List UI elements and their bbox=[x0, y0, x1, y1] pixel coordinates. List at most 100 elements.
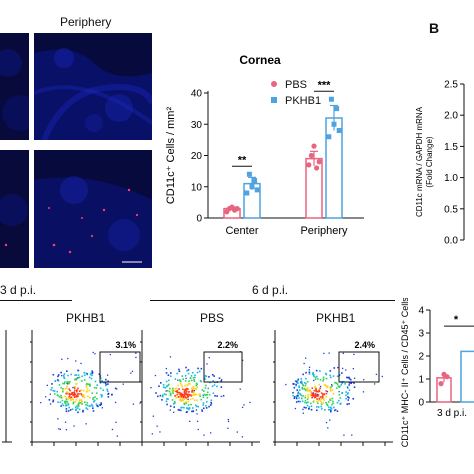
flow-event bbox=[167, 379, 170, 382]
flow-event bbox=[57, 394, 59, 397]
flow-event bbox=[331, 384, 333, 386]
flow-event bbox=[307, 393, 309, 396]
flow-event bbox=[116, 435, 118, 437]
flow-event bbox=[316, 395, 318, 397]
flow-event bbox=[329, 374, 331, 377]
flow-event bbox=[338, 399, 340, 402]
flow-event bbox=[293, 396, 296, 398]
flow-plot-6d-pkhb1: 2.4% bbox=[273, 330, 393, 446]
flow-event bbox=[312, 395, 314, 398]
data-point bbox=[334, 106, 340, 112]
flow-event bbox=[66, 370, 68, 372]
flow-event bbox=[313, 375, 315, 378]
flow-event bbox=[220, 379, 223, 381]
flow-event bbox=[78, 393, 80, 395]
flow-event bbox=[375, 373, 378, 376]
flow-event bbox=[178, 379, 181, 381]
flow-event bbox=[193, 380, 196, 382]
flow-event bbox=[73, 387, 76, 389]
flow-event bbox=[184, 392, 186, 395]
flow-event bbox=[305, 388, 308, 390]
data-point bbox=[326, 134, 332, 140]
flow-gate-percent: 2.2% bbox=[217, 340, 238, 350]
flow-event bbox=[239, 388, 241, 390]
flow-event bbox=[315, 389, 317, 392]
flow-event bbox=[193, 387, 196, 390]
flow-event bbox=[111, 393, 113, 396]
flow-event bbox=[318, 397, 321, 400]
flow-event bbox=[332, 400, 334, 403]
flow-event bbox=[187, 398, 189, 400]
flow-event bbox=[162, 383, 165, 386]
y-axis-label: CD11c⁺ MHC- II⁺ Cells / CD45⁺ Cells (%) bbox=[400, 298, 410, 447]
flow-event bbox=[353, 382, 355, 384]
flow-event bbox=[182, 395, 185, 398]
flow-event bbox=[83, 379, 86, 381]
flow-event bbox=[362, 391, 365, 393]
flow-event bbox=[181, 399, 183, 402]
flow-event bbox=[187, 383, 189, 386]
flow-event bbox=[317, 394, 320, 396]
flow-event bbox=[187, 396, 189, 398]
panel-b-y-label: (Fold Change) bbox=[425, 136, 434, 187]
flow-event bbox=[176, 391, 179, 394]
y-tick-label: 0 bbox=[418, 398, 424, 409]
flow-event bbox=[310, 390, 313, 393]
flow-event bbox=[326, 390, 329, 393]
flow-event bbox=[209, 404, 212, 406]
flow-event bbox=[189, 398, 192, 401]
flow-event bbox=[300, 380, 303, 383]
flow-event bbox=[197, 428, 199, 431]
y-tick-label: 1 bbox=[418, 375, 424, 386]
flow-event bbox=[192, 377, 195, 379]
flow-event bbox=[295, 384, 297, 387]
x-tick-label: Periphery bbox=[300, 225, 348, 237]
flow-event bbox=[185, 411, 188, 414]
flow-event bbox=[80, 402, 82, 404]
flow-event bbox=[66, 385, 69, 387]
flow-event bbox=[320, 405, 323, 408]
flow-event bbox=[213, 375, 216, 377]
flow-event bbox=[315, 369, 318, 372]
flow-event bbox=[172, 403, 175, 405]
flow-event bbox=[308, 389, 311, 392]
flow-event bbox=[331, 389, 334, 392]
flow-event bbox=[184, 384, 186, 387]
flow-event bbox=[319, 396, 322, 398]
flow-event bbox=[57, 401, 59, 403]
flow-event bbox=[62, 382, 64, 385]
flow-event bbox=[135, 352, 137, 354]
flow-event bbox=[336, 401, 339, 404]
flow-event bbox=[320, 401, 323, 404]
flow-event bbox=[84, 401, 86, 404]
flow-event bbox=[73, 392, 76, 395]
flow-event bbox=[166, 385, 168, 387]
flow-event bbox=[62, 374, 65, 377]
flow-event bbox=[95, 403, 98, 405]
flow-event bbox=[296, 394, 299, 397]
flow-event bbox=[304, 399, 307, 402]
data-point bbox=[244, 190, 250, 196]
flow-event bbox=[330, 407, 333, 410]
flow-event bbox=[66, 383, 69, 385]
flow-event bbox=[347, 392, 349, 394]
flow-event bbox=[171, 387, 174, 390]
flow-event bbox=[190, 403, 192, 406]
flow-event bbox=[58, 384, 61, 386]
flow-event bbox=[76, 394, 78, 397]
flow-event bbox=[307, 396, 309, 399]
flow-event bbox=[297, 378, 300, 381]
flow-event bbox=[297, 391, 299, 393]
flow-event bbox=[166, 403, 168, 406]
data-point bbox=[438, 381, 444, 387]
flow-event bbox=[346, 376, 348, 379]
flow-event bbox=[165, 380, 168, 383]
flow-event bbox=[99, 387, 102, 390]
flow-event bbox=[67, 357, 69, 360]
flow-event bbox=[325, 390, 328, 392]
flow-event bbox=[168, 390, 171, 393]
flow-event bbox=[197, 405, 199, 408]
flow-event bbox=[338, 393, 341, 396]
flow-event bbox=[322, 376, 325, 379]
flow-event bbox=[174, 395, 176, 397]
